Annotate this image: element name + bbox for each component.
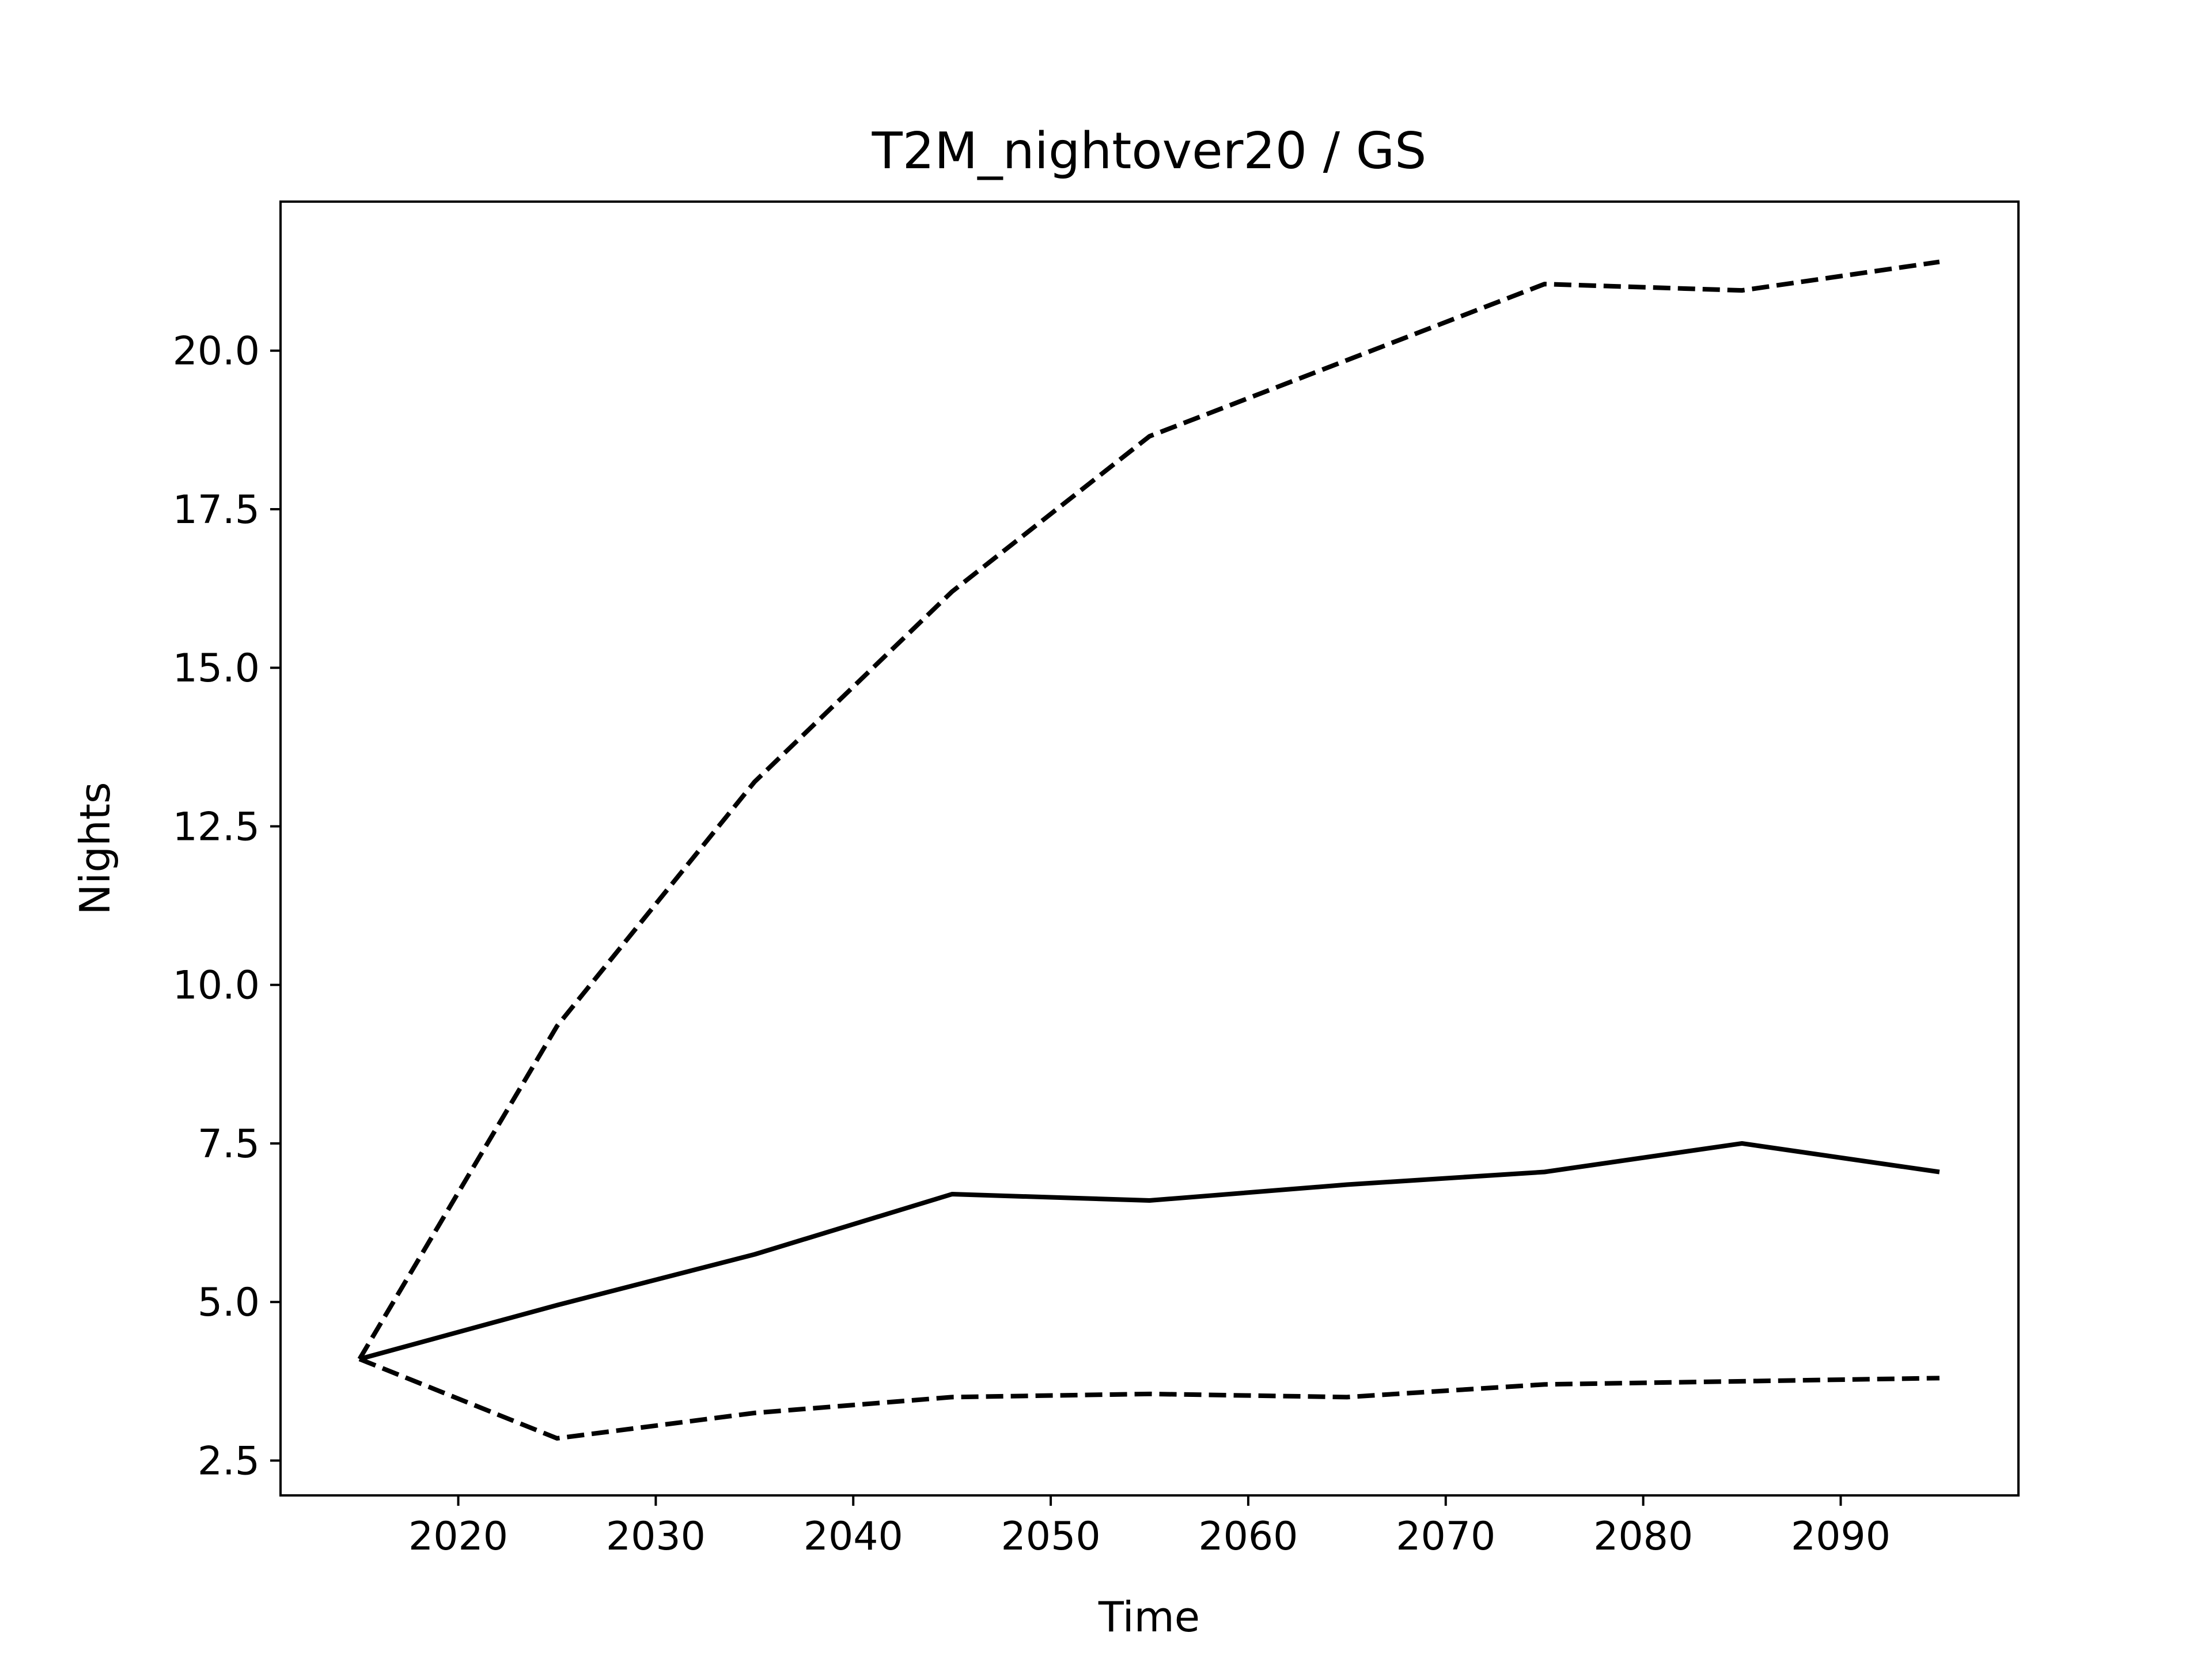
x-axis-title: Time [1098,1593,1200,1641]
x-tick-label: 2060 [1198,1514,1298,1559]
y-axis-ticks: 2.5 5.0 7.5 10.0 12.5 15.0 17.5 20.0 [173,329,281,1484]
x-tick-label: 2040 [804,1514,903,1559]
x-tick-label: 2090 [1791,1514,1891,1559]
y-tick-label: 17.5 [173,487,260,533]
x-tick-label: 2050 [1001,1514,1101,1559]
y-tick-label: 20.0 [173,329,260,374]
plot-lines [357,259,1940,1441]
x-tick-label: 2070 [1396,1514,1495,1559]
y-axis-title: Nights [71,782,119,915]
y-tick-label: 5.0 [198,1280,260,1325]
chart-title: T2M_nightover20 / GS [872,122,1427,180]
y-tick-label: 7.5 [198,1122,260,1167]
y-tick-label: 10.0 [173,963,260,1009]
x-tick-label: 2080 [1593,1514,1693,1559]
y-tick-label: 2.5 [198,1438,260,1484]
plot-frame [279,200,2020,1497]
y-tick-label: 15.0 [173,646,260,691]
x-axis-ticks: 2020 2030 2040 2050 2060 2070 2080 2090 [408,1495,1891,1559]
y-tick-label: 12.5 [173,804,260,850]
x-tick-label: 2020 [408,1514,508,1559]
x-tick-label: 2030 [606,1514,706,1559]
